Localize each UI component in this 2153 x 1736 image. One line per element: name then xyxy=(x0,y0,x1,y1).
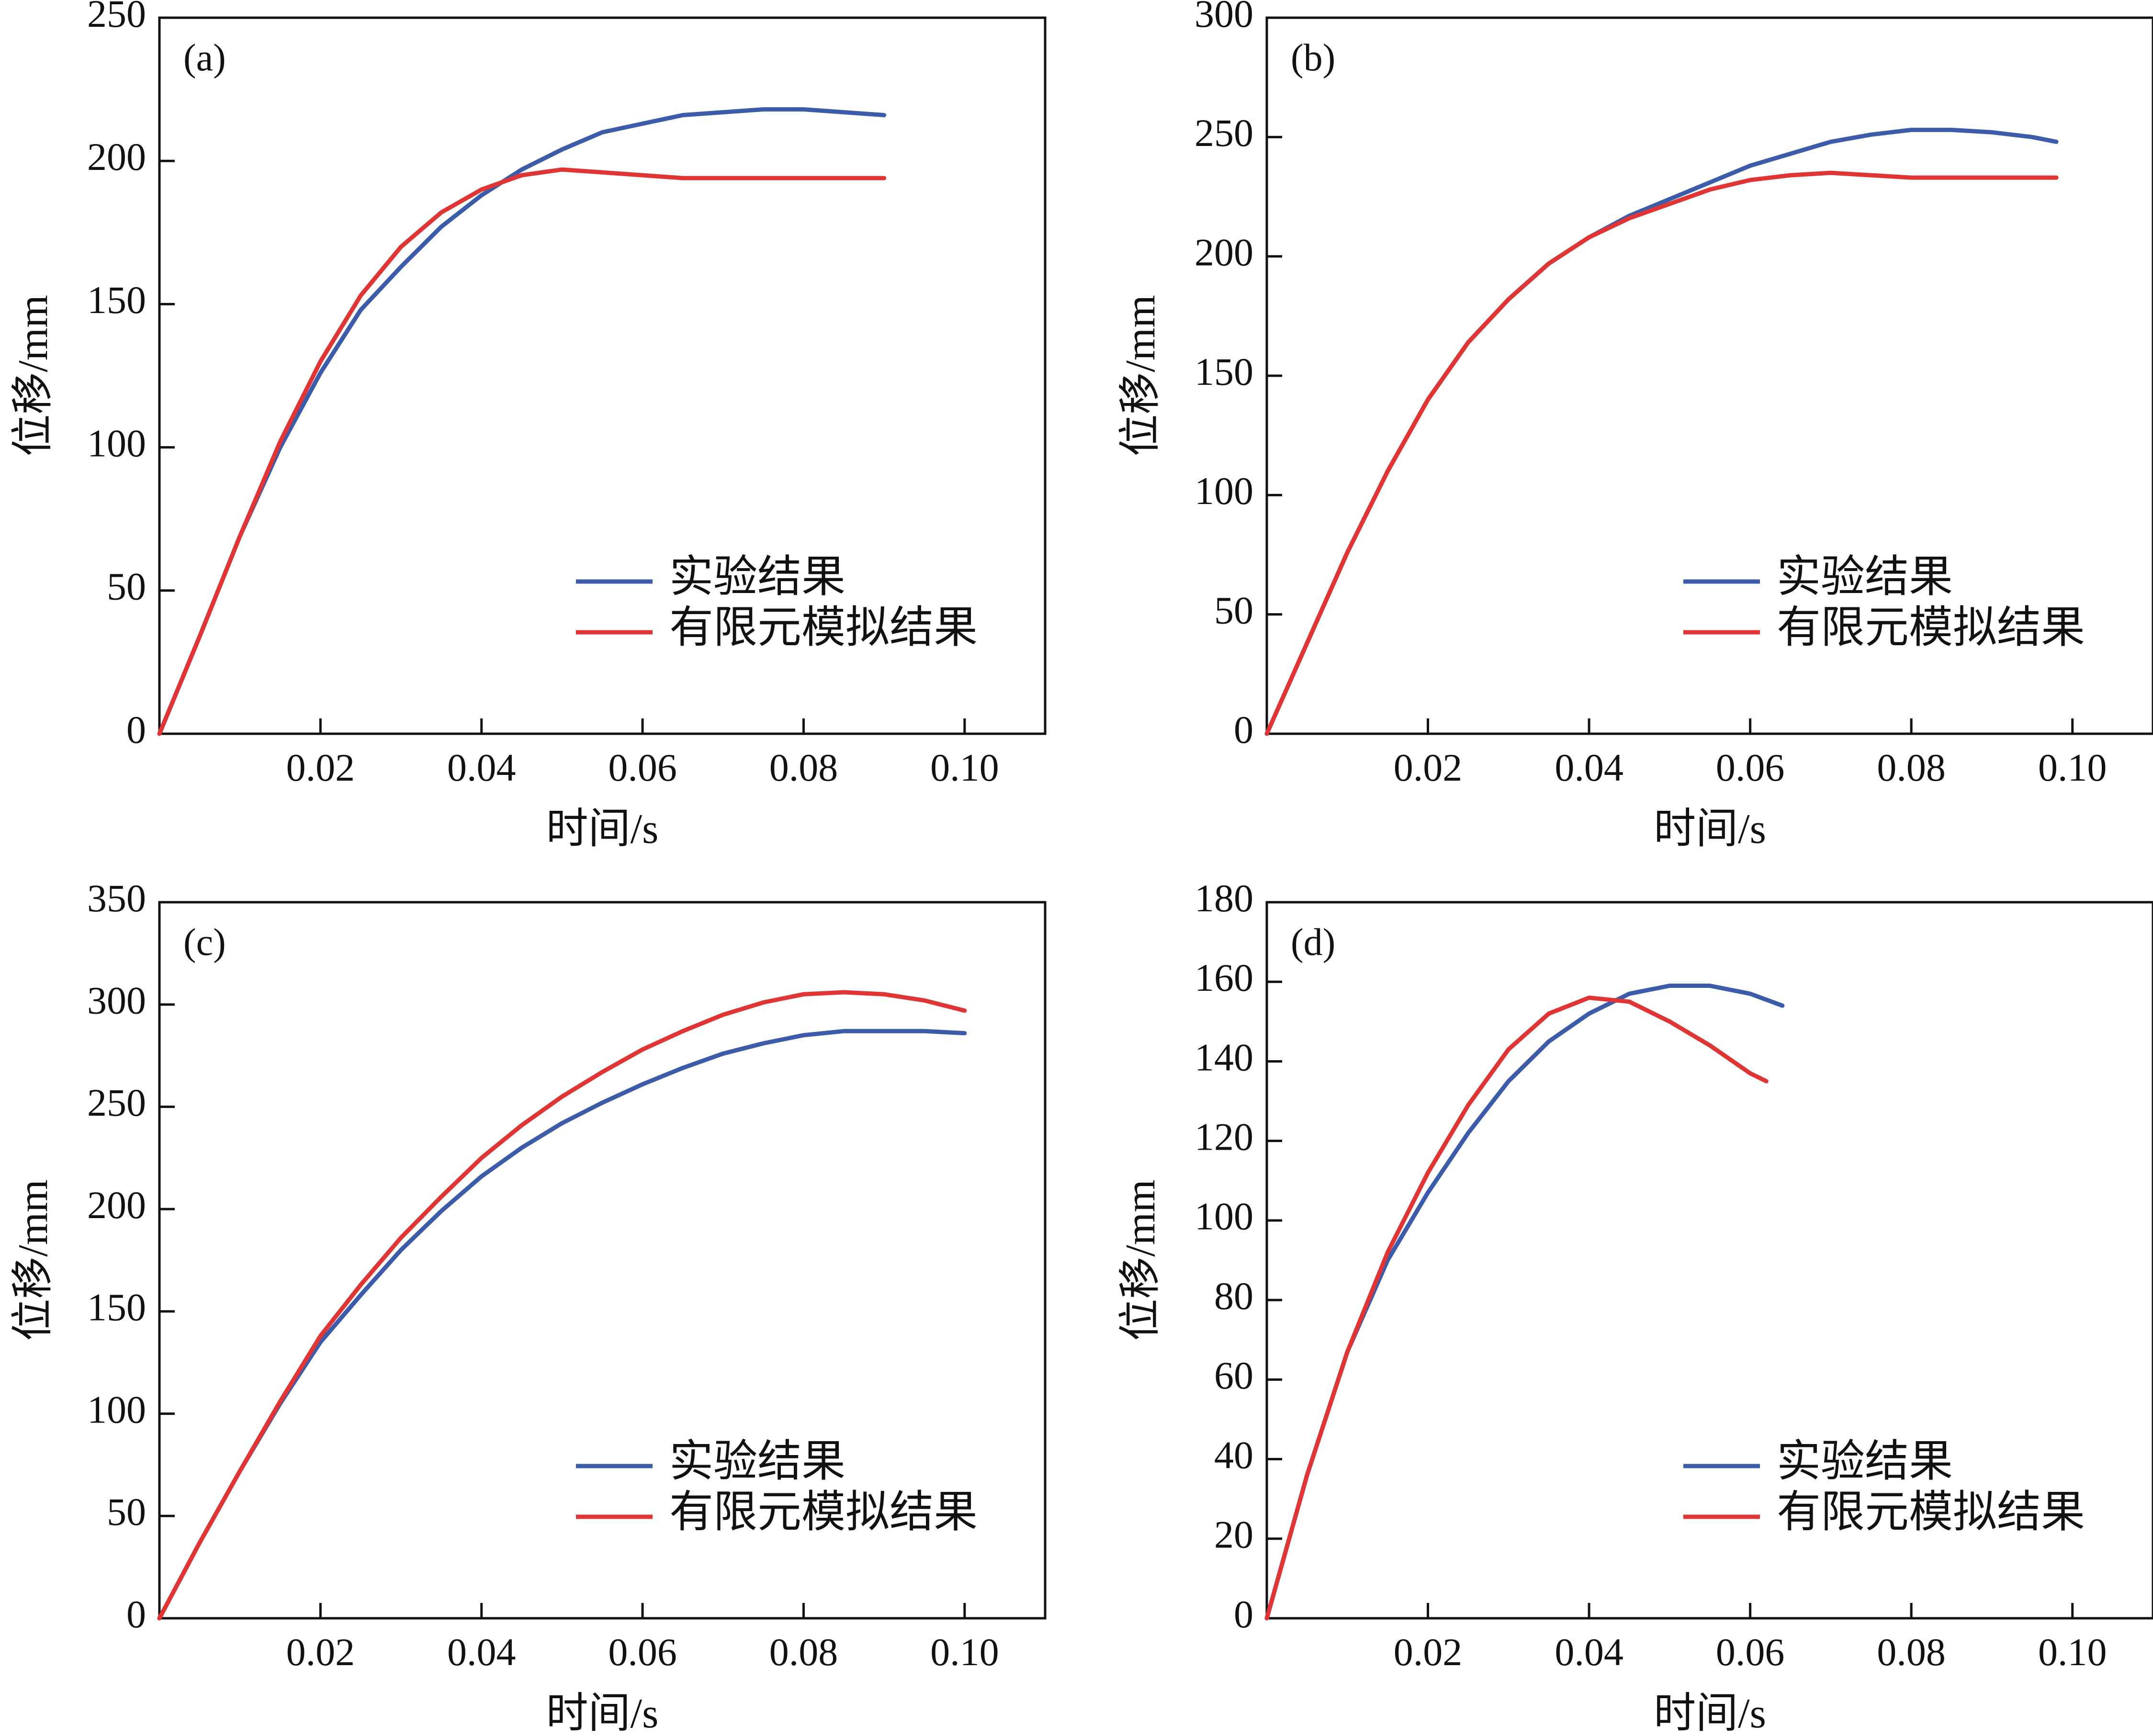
legend-label-1: 有限元模拟结果 xyxy=(669,1488,978,1536)
y-tick-label: 80 xyxy=(1214,1274,1253,1318)
y-tick-label: 120 xyxy=(1195,1115,1253,1158)
x-tick-label: 0.06 xyxy=(1716,746,1785,789)
x-tick-label: 0.04 xyxy=(1555,746,1623,789)
x-tick-label: 0.10 xyxy=(930,746,999,789)
y-tick-label: 100 xyxy=(1195,1195,1253,1238)
legend-label-0: 实验结果 xyxy=(1777,1437,1953,1486)
series-line-0 xyxy=(1264,984,1785,1621)
y-tick-label: 150 xyxy=(87,278,146,322)
x-tick-label: 0.02 xyxy=(286,1630,355,1674)
legend-label-1: 有限元模拟结果 xyxy=(669,603,978,652)
y-tick-label: 100 xyxy=(87,421,146,465)
x-tick-label: 0.08 xyxy=(769,746,838,789)
x-tick-label: 0.04 xyxy=(1555,1630,1623,1674)
series-line-0 xyxy=(157,107,887,736)
y-tick-label: 200 xyxy=(87,135,146,179)
y-tick-label: 180 xyxy=(1195,876,1253,920)
series-line-1 xyxy=(157,990,967,1621)
y-tick-label: 300 xyxy=(1195,0,1253,35)
y-tick-label: 150 xyxy=(1195,350,1253,393)
panel-d: 0.02 0.04 0.06 0.08 0.10 0 20 40 60 80 100 120 140 16… xyxy=(1117,876,2153,1736)
y-axis-title: 位移/mm xyxy=(10,1179,56,1341)
y-tick-label: 20 xyxy=(1214,1513,1253,1557)
x-tick-label: 0.06 xyxy=(608,1630,677,1674)
y-axis-title: 位移/mm xyxy=(1117,295,1164,456)
y-tick-label: 50 xyxy=(107,565,146,608)
x-tick-label: 0.02 xyxy=(286,746,355,789)
x-tick-label: 0.10 xyxy=(2038,746,2107,789)
y-tick-label: 300 xyxy=(87,979,146,1022)
y-tick-label: 200 xyxy=(87,1183,146,1227)
legend-label-0: 实验结果 xyxy=(1777,552,1953,601)
legend-label-0: 实验结果 xyxy=(669,1437,845,1486)
x-tick-label: 0.08 xyxy=(769,1630,838,1674)
y-tick-label: 100 xyxy=(87,1388,146,1431)
panel-label: (b) xyxy=(1291,37,1335,79)
x-tick-label: 0.04 xyxy=(447,746,516,789)
x-axis-title: 时间/s xyxy=(546,806,659,852)
series-line-1 xyxy=(1264,170,2059,736)
y-axis-title: 位移/mm xyxy=(1117,1179,1164,1341)
y-tick-label: 160 xyxy=(1195,956,1253,999)
legend-label-1: 有限元模拟结果 xyxy=(1777,603,2085,652)
y-tick-label: 40 xyxy=(1214,1433,1253,1477)
y-tick-label: 60 xyxy=(1214,1354,1253,1397)
x-tick-label: 0.10 xyxy=(2038,1630,2107,1674)
y-tick-label: 0 xyxy=(126,708,146,751)
x-tick-label: 0.10 xyxy=(930,1630,999,1674)
series-line-1 xyxy=(1264,996,1769,1621)
plot-frame xyxy=(158,901,1047,1620)
series-line-1 xyxy=(157,167,887,736)
x-tick-label: 0.04 xyxy=(447,1630,516,1674)
x-axis-title: 时间/s xyxy=(1654,806,1766,852)
plot-frame xyxy=(1265,901,2153,1620)
y-tick-label: 0 xyxy=(126,1592,146,1636)
y-tick-label: 250 xyxy=(87,0,146,35)
y-tick-label: 200 xyxy=(1195,230,1253,274)
y-tick-label: 140 xyxy=(1195,1035,1253,1079)
legend-label-1: 有限元模拟结果 xyxy=(1777,1488,2085,1536)
y-tick-label: 50 xyxy=(1214,588,1253,632)
panel-label: (d) xyxy=(1291,921,1335,963)
y-axis-title: 位移/mm xyxy=(10,295,56,456)
x-tick-label: 0.08 xyxy=(1877,1630,1946,1674)
panel-a: 0.02 0.04 0.06 0.08 0.10 0 50 100 150 200 250 (a) 时间… xyxy=(10,0,1047,852)
panel-b: 0.02 0.04 0.06 0.08 0.10 0 50 100 150 200 250 300 (b… xyxy=(1117,0,2153,852)
y-tick-label: 0 xyxy=(1234,1592,1253,1636)
y-tick-label: 350 xyxy=(87,876,146,920)
x-tick-label: 0.02 xyxy=(1394,746,1463,789)
panel-c: 0.02 0.04 0.06 0.08 0.10 0 50 100 150 200 250 300 35… xyxy=(10,876,1047,1736)
x-tick-label: 0.08 xyxy=(1877,746,1946,789)
y-tick-label: 250 xyxy=(87,1081,146,1124)
x-tick-label: 0.02 xyxy=(1394,1630,1463,1674)
panel-label: (a) xyxy=(183,37,226,79)
y-tick-label: 50 xyxy=(107,1490,146,1534)
legend-label-0: 实验结果 xyxy=(669,552,845,601)
panel-label: (c) xyxy=(183,921,226,963)
x-axis-title: 时间/s xyxy=(546,1691,659,1736)
x-tick-label: 0.06 xyxy=(1716,1630,1785,1674)
y-tick-label: 150 xyxy=(87,1286,146,1329)
y-tick-label: 250 xyxy=(1195,111,1253,155)
plot-frame xyxy=(158,16,1047,735)
x-tick-label: 0.06 xyxy=(608,746,677,789)
y-tick-label: 0 xyxy=(1234,708,1253,751)
y-tick-label: 100 xyxy=(1195,469,1253,513)
x-axis-title: 时间/s xyxy=(1654,1691,1766,1736)
